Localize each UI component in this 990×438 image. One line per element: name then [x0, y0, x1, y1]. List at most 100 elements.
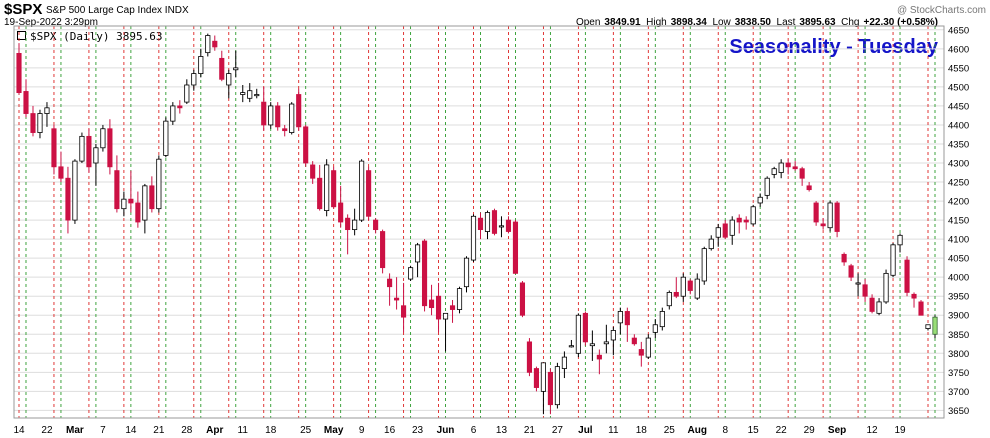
candle-body: [799, 168, 805, 179]
candle-body: [359, 160, 365, 221]
candle-body: [303, 126, 309, 164]
candle-body: [156, 158, 162, 210]
candle-body: [23, 91, 29, 114]
y-tick-label: 4600: [948, 44, 969, 55]
candle-body: [736, 217, 742, 223]
candle-body: [505, 219, 512, 232]
candle-body: [408, 267, 414, 280]
candle-body: [561, 356, 567, 369]
candle-body: [456, 288, 463, 310]
candle-body: [352, 219, 358, 231]
x-tick-label: 15: [748, 425, 760, 436]
candle-body: [135, 202, 141, 223]
y-tick-label: 3850: [948, 330, 969, 341]
candle-body: [743, 219, 749, 223]
y-tick-label: 3800: [948, 349, 969, 360]
last-value: 3895.63: [799, 17, 836, 28]
candle-body: [827, 202, 833, 229]
x-tick-label: 6: [471, 425, 477, 436]
candle-body: [44, 107, 50, 114]
candle-body: [918, 301, 924, 316]
candle-body: [414, 244, 421, 263]
y-tick-label: 4000: [948, 273, 969, 284]
open-label: Open: [575, 17, 601, 28]
x-tick-label: 14: [13, 425, 25, 436]
candle-body: [834, 202, 840, 232]
candle-body: [708, 238, 714, 250]
candle-body: [86, 135, 92, 168]
x-tick-label: 25: [300, 425, 312, 436]
high-value: 3898.34: [670, 17, 707, 28]
x-tick-label: 21: [524, 425, 536, 436]
candle-body: [16, 53, 22, 94]
y-tick-label: 4400: [948, 120, 969, 131]
y-tick-label: 3650: [948, 406, 969, 417]
y-tick-label: 3900: [948, 311, 969, 322]
legend-candle-icon: [17, 31, 26, 40]
x-tick-label: 19: [894, 425, 906, 436]
chg-label: Chg: [841, 17, 860, 28]
candle-body: [722, 223, 728, 238]
candle-body: [526, 341, 533, 373]
candle-body: [107, 128, 113, 168]
candle-body: [855, 282, 861, 285]
candle-body: [771, 168, 777, 175]
candle-body: [30, 113, 36, 133]
candle-body: [568, 345, 574, 348]
candle-body: [547, 371, 553, 406]
candle-body: [317, 177, 323, 210]
x-tick-label: 12: [867, 425, 879, 436]
candle-body: [806, 185, 812, 191]
candle-body: [247, 90, 253, 99]
y-tick-label: 4100: [948, 235, 969, 246]
candle-body: [233, 67, 239, 71]
candle-body: [401, 305, 407, 318]
candle-body: [128, 198, 134, 204]
candle-body: [932, 316, 938, 335]
candle-body: [680, 276, 686, 297]
candle-body: [638, 349, 644, 356]
x-tick-label: May: [324, 425, 344, 436]
x-tick-label: 27: [552, 425, 564, 436]
candle-body: [862, 284, 868, 297]
candle-body: [205, 35, 211, 54]
candle-body: [820, 223, 826, 227]
candle-body: [338, 202, 344, 223]
candle-body: [498, 225, 505, 228]
x-tick-label: 18: [265, 425, 277, 436]
y-tick-label: 4650: [948, 25, 969, 36]
candle-body: [198, 56, 204, 74]
candle-body: [883, 272, 889, 303]
ohlc-summary: Open 3849.91 High 3898.34 Low 3838.50 Last 3…: [576, 17, 938, 28]
candle-body: [673, 292, 679, 297]
candle-body: [373, 219, 379, 231]
weekday-lines-layer: [18, 26, 936, 418]
candle-body: [533, 368, 540, 388]
candle-body: [757, 196, 763, 204]
x-tick-label: Jun: [437, 425, 455, 436]
candle-body: [65, 177, 71, 221]
candle-body: [540, 362, 546, 392]
x-tick-label: 9: [359, 425, 365, 436]
x-tick-label: Sep: [828, 425, 846, 436]
candle-body: [442, 312, 449, 320]
x-tick-label: 23: [412, 425, 424, 436]
high-label: High: [646, 17, 667, 28]
candle-body: [93, 147, 99, 164]
candle-body: [387, 278, 393, 288]
candle-body: [869, 297, 875, 312]
y-tick-label: 4300: [948, 159, 969, 170]
x-tick-label: 25: [664, 425, 676, 436]
candle-body: [750, 206, 756, 225]
candle-body: [715, 227, 721, 238]
candle-body: [226, 73, 232, 86]
y-tick-label: 3950: [948, 292, 969, 303]
y-tick-label: 4450: [948, 101, 969, 112]
candle-body: [554, 366, 560, 406]
candle-body: [841, 253, 847, 263]
candle-body: [219, 57, 225, 80]
candle-body: [324, 164, 330, 211]
candle-body: [380, 231, 386, 269]
x-tick-label: Mar: [66, 425, 84, 436]
